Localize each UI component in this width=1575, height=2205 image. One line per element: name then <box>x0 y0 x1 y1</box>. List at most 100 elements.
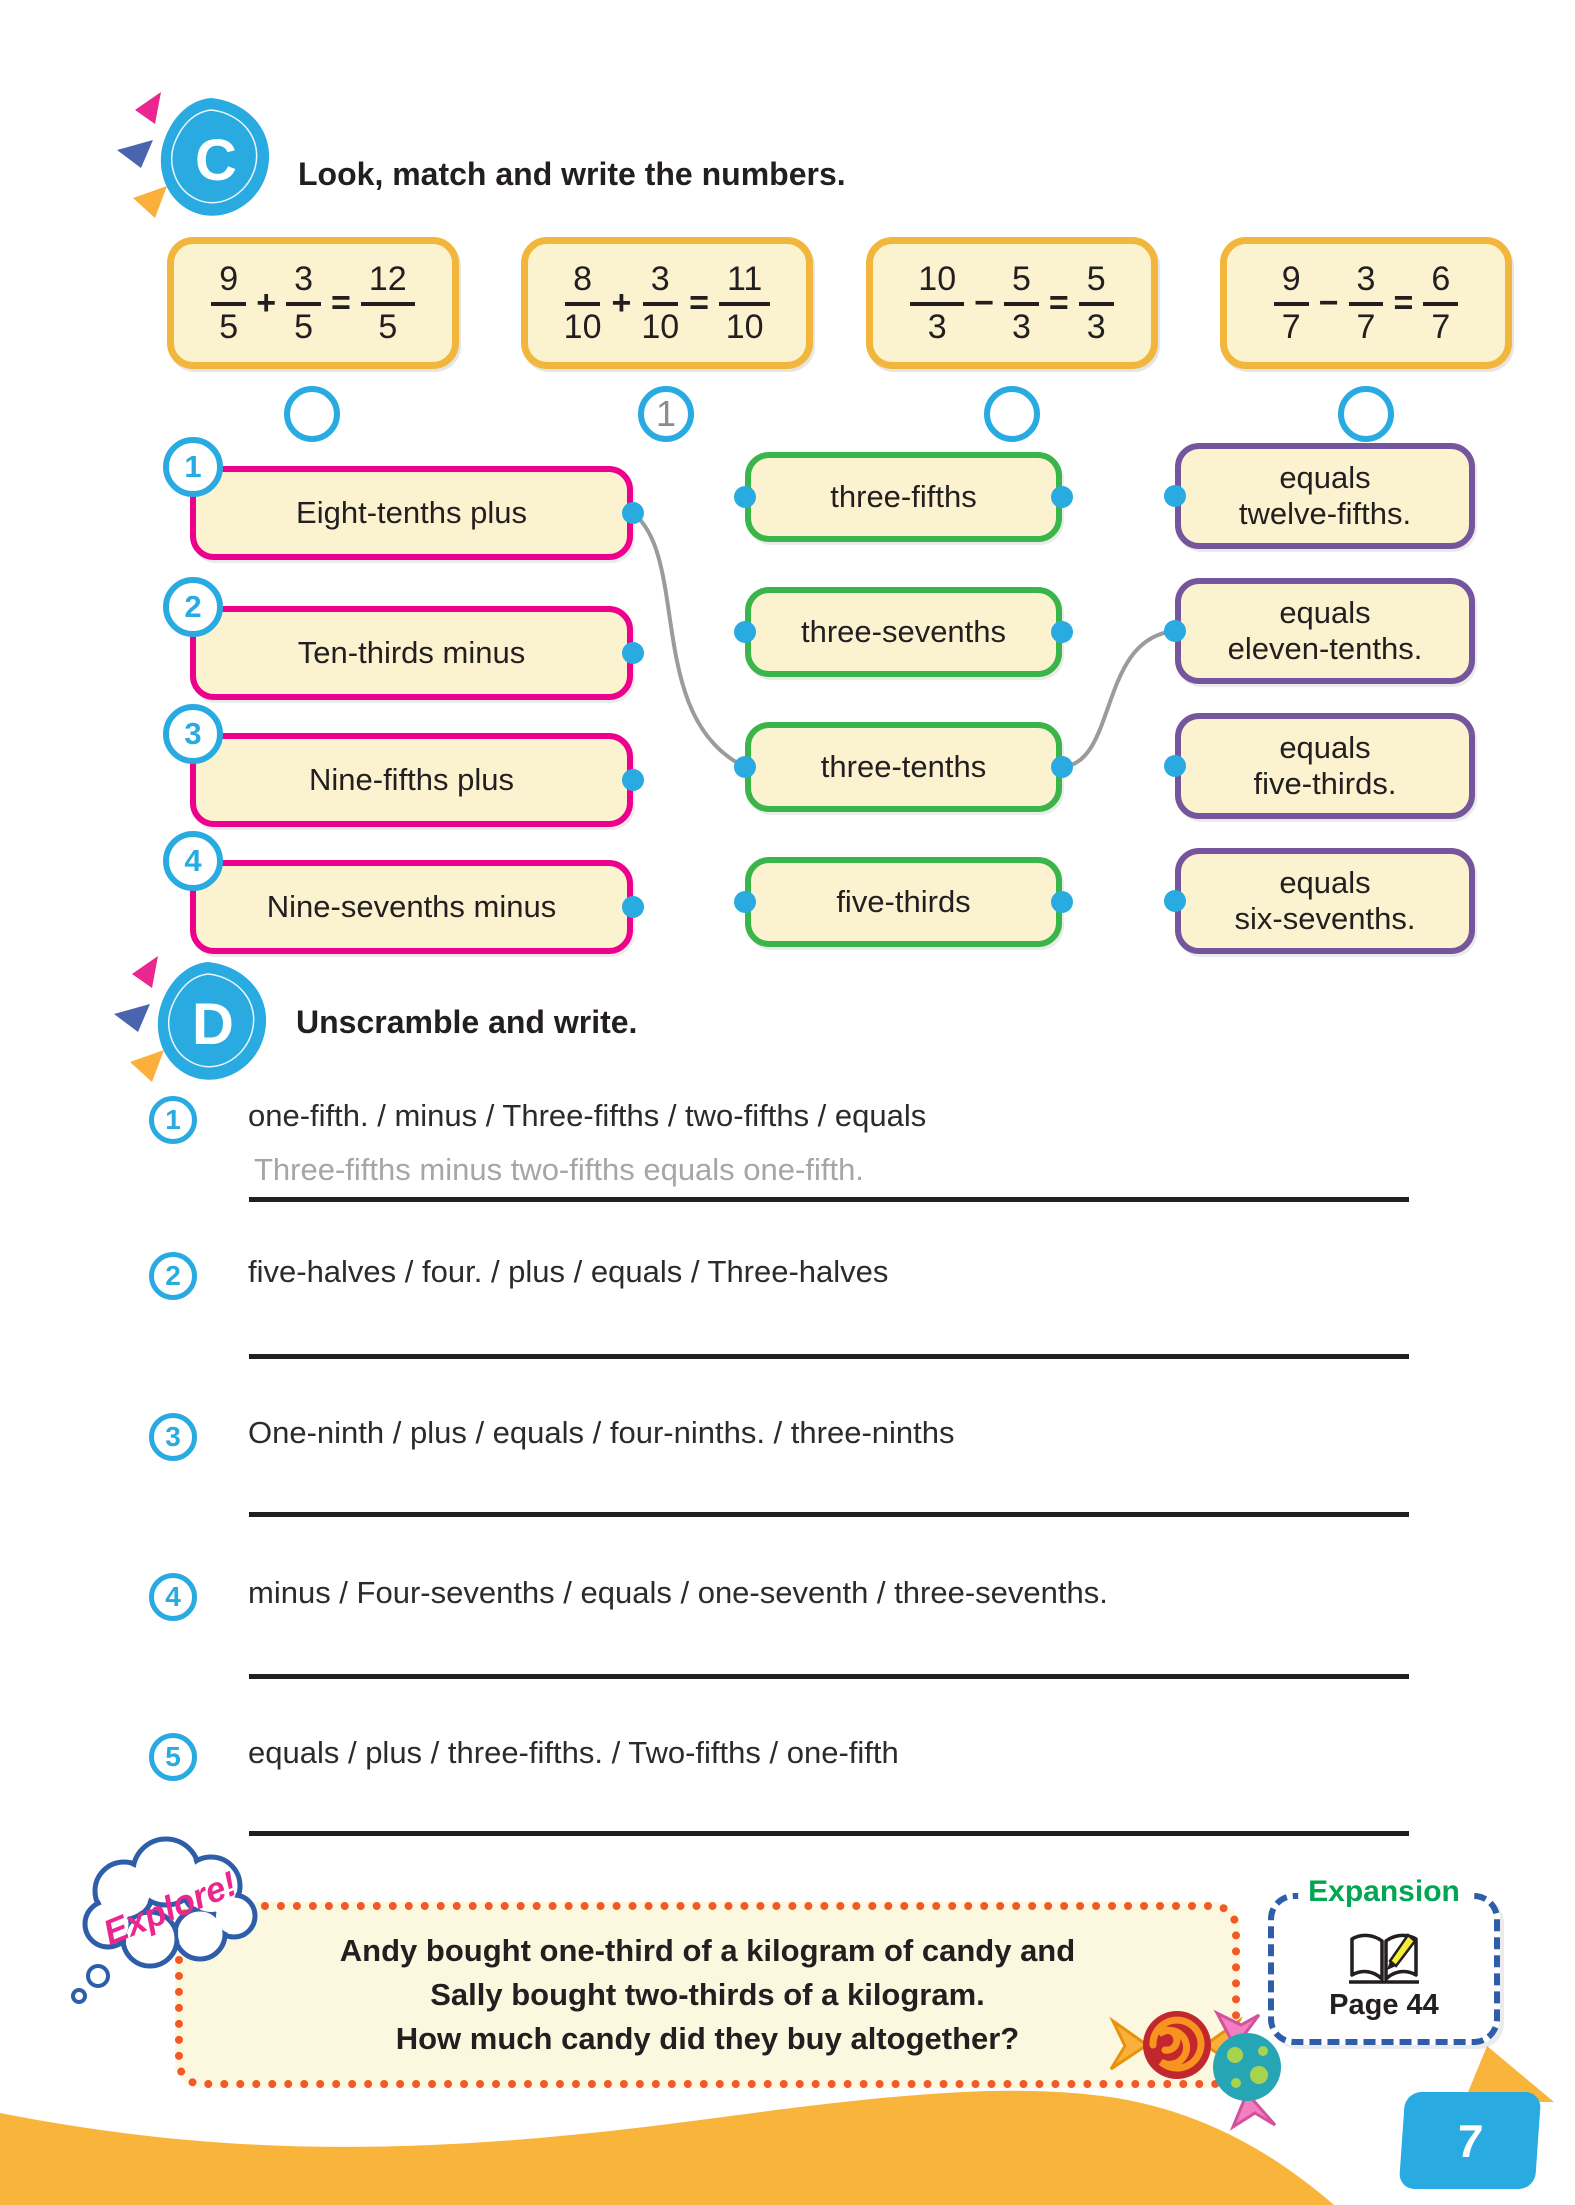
section-d-badge: D <box>114 956 267 1082</box>
connector-dot[interactable] <box>622 502 644 524</box>
connector-dot[interactable] <box>1164 755 1186 777</box>
item-prompt-3: One-ninth / plus / equals / four-ninths.… <box>248 1415 955 1450</box>
connector-dot[interactable] <box>1051 621 1073 643</box>
answer-circle-1[interactable] <box>284 386 340 442</box>
explore-problem-box: Andy bought one-third of a kilogram of c… <box>175 1902 1240 2088</box>
answer-circle-3[interactable] <box>984 386 1040 442</box>
operator: + <box>611 283 632 322</box>
section-c-letter: C <box>195 128 237 193</box>
explore-cloud: Explore! <box>71 1836 258 2004</box>
connector-dot[interactable] <box>734 756 756 778</box>
connector-dot[interactable] <box>1051 756 1073 778</box>
fraction: 11 10 <box>719 261 771 345</box>
match-right-3[interactable]: equals five-thirds. <box>1175 713 1475 819</box>
match-right-1[interactable]: equals twelve-fifths. <box>1175 443 1475 549</box>
match-number-2: 2 <box>163 577 223 637</box>
item-number-4: 4 <box>149 1573 197 1621</box>
fraction: 12 5 <box>360 261 415 345</box>
match-right-4[interactable]: equals six-sevenths. <box>1175 848 1475 954</box>
answer-line-1[interactable] <box>249 1197 1409 1202</box>
item-prompt-1: one-fifth. / minus / Three-fifths / two-… <box>248 1098 927 1133</box>
match-middle-2[interactable]: three-sevenths <box>745 587 1062 677</box>
spark-yellow <box>130 1050 164 1082</box>
match-left-4[interactable]: Nine-sevenths minus <box>190 860 633 954</box>
answer-circle-4[interactable] <box>1338 386 1394 442</box>
match-left-2[interactable]: Ten-thirds minus <box>190 606 633 700</box>
operator: + <box>256 283 277 322</box>
match-right-2[interactable]: equals eleven-tenths. <box>1175 578 1475 684</box>
spark-blue <box>117 140 153 168</box>
expansion-title: Expansion <box>1298 1875 1470 1909</box>
item-number-5: 5 <box>149 1733 197 1781</box>
connector-dot[interactable] <box>1051 891 1073 913</box>
page-number-tab: 7 <box>1398 2092 1542 2189</box>
fraction-card-2: 8 10 + 3 10 = 11 10 <box>521 237 813 369</box>
fraction: 3 10 <box>641 259 680 346</box>
connector-dot[interactable] <box>734 486 756 508</box>
connector-dot[interactable] <box>734 891 756 913</box>
match-left-3[interactable]: Nine-fifths plus <box>190 733 633 827</box>
section-d-title: Unscramble and write. <box>296 1004 638 1040</box>
item-number-3: 3 <box>149 1413 197 1461</box>
item-number-1: 1 <box>149 1096 197 1144</box>
connector-dot[interactable] <box>1051 486 1073 508</box>
explore-line-1: Andy bought one-third of a kilogram of c… <box>339 1933 1076 1968</box>
item-prompt-4: minus / Four-sevenths / equals / one-sev… <box>248 1575 1108 1610</box>
answer-line-3[interactable] <box>249 1512 1409 1517</box>
connector-dot[interactable] <box>1164 620 1186 642</box>
match-left-1[interactable]: Eight-tenths plus <box>190 466 633 560</box>
section-d-letter: D <box>192 992 234 1057</box>
item-prompt-2: five-halves / four. / plus / equals / Th… <box>248 1254 889 1289</box>
tab-fold <box>1464 2046 1554 2102</box>
section-c-badge: C <box>117 92 270 218</box>
spark-pink <box>132 956 158 988</box>
match-middle-4[interactable]: five-thirds <box>745 857 1062 947</box>
connector-dot[interactable] <box>734 621 756 643</box>
match-number-3: 3 <box>163 704 223 764</box>
answer-line-5[interactable] <box>249 1831 1409 1836</box>
connector-dot[interactable] <box>622 769 644 791</box>
spark-pink <box>135 92 161 124</box>
operator: − <box>974 283 994 322</box>
match-line-2 <box>1060 629 1177 769</box>
book-pencil-icon <box>1349 1933 1419 1984</box>
equals-sign: = <box>331 283 351 322</box>
equals-sign: = <box>689 283 710 322</box>
explore-line-2: Sally bought two-thirds of a kilogram. <box>430 1977 985 2012</box>
bottom-wave <box>0 2090 1334 2205</box>
connector-dot[interactable] <box>622 642 644 664</box>
match-middle-1[interactable]: three-fifths <box>745 452 1062 542</box>
spark-blue <box>114 1004 150 1032</box>
match-line-1 <box>631 511 747 769</box>
answer-circle-2[interactable]: 1 <box>638 386 694 442</box>
connector-dot[interactable] <box>622 896 644 918</box>
expansion-page-ref: Page 44 <box>1329 1989 1439 2021</box>
section-c-title: Look, match and write the numbers. <box>298 156 846 192</box>
explore-line-3: How much candy did they buy altogether? <box>395 2021 1020 2056</box>
answer-line-2[interactable] <box>249 1354 1409 1359</box>
expansion-box[interactable]: Expansion Page 44 <box>1268 1875 1500 2045</box>
connector-dot[interactable] <box>1164 485 1186 507</box>
spark-yellow <box>133 186 167 218</box>
fraction: 10 3 <box>910 261 965 345</box>
fraction: 8 10 <box>563 259 602 346</box>
answer-line-4[interactable] <box>249 1674 1409 1679</box>
equals-sign: = <box>1048 283 1069 322</box>
connector-dot[interactable] <box>1164 890 1186 912</box>
item-answer-1: Three-fifths minus two-fifths equals one… <box>254 1152 864 1187</box>
operator: − <box>1318 283 1339 322</box>
match-number-1: 1 <box>163 437 223 497</box>
match-middle-3[interactable]: three-tenths <box>745 722 1062 812</box>
equals-sign: = <box>1393 283 1414 322</box>
